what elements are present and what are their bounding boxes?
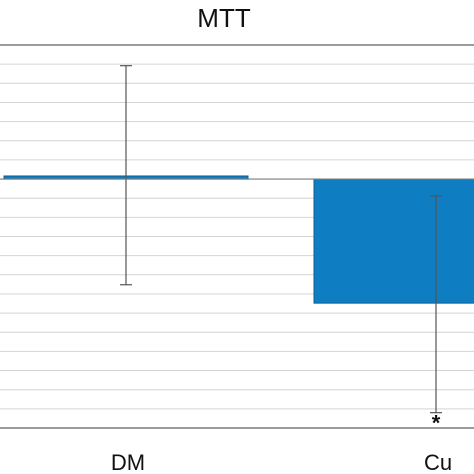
bars [3, 175, 474, 304]
category-label-cu: Cu [424, 450, 452, 474]
error-bar-cu [430, 195, 442, 414]
annotations: * [432, 411, 441, 436]
category-label-dm: DM [111, 450, 145, 474]
significance-marker: * [432, 411, 441, 436]
error-bars [120, 65, 442, 414]
category-labels: DM Cu [111, 450, 452, 474]
chart-title: MTT [197, 3, 251, 33]
error-bar-dm [120, 65, 132, 286]
bar-cu [313, 178, 474, 304]
